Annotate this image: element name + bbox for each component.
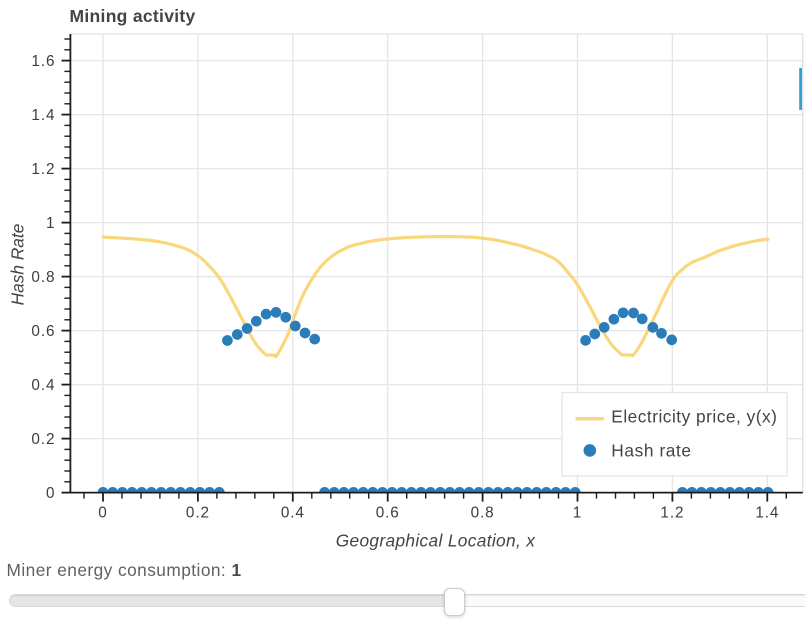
svg-text:0: 0 [46,485,55,502]
svg-text:1.2: 1.2 [31,161,55,178]
svg-text:1: 1 [46,215,55,232]
svg-text:1: 1 [573,505,582,522]
svg-text:Hash rate: Hash rate [611,440,691,460]
svg-text:0.8: 0.8 [31,269,55,286]
svg-text:1.4: 1.4 [31,107,55,124]
svg-text:1.2: 1.2 [660,505,684,522]
svg-text:Geographical Location, x: Geographical Location, x [336,531,537,551]
svg-text:0.6: 0.6 [376,505,400,522]
svg-text:0.4: 0.4 [281,505,305,522]
svg-text:Mining activity: Mining activity [70,6,196,26]
svg-text:1.6: 1.6 [31,53,55,70]
svg-text:0.2: 0.2 [31,431,55,448]
svg-text:0.8: 0.8 [471,505,495,522]
svg-text:0.2: 0.2 [186,505,210,522]
svg-text:0.4: 0.4 [31,377,55,394]
svg-text:0.6: 0.6 [31,323,55,340]
svg-text:1.4: 1.4 [755,505,779,522]
svg-text:Electricity price, y(x): Electricity price, y(x) [611,407,777,427]
svg-text:Hash Rate: Hash Rate [8,224,28,306]
svg-text:0: 0 [98,505,107,522]
